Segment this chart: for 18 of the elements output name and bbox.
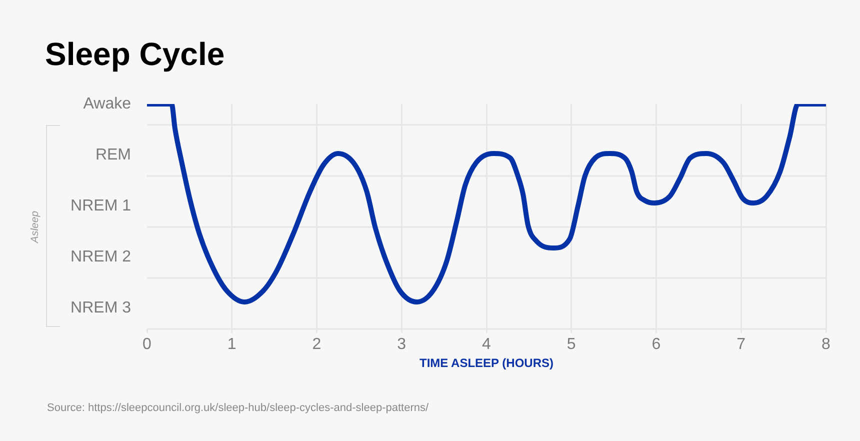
x-tick-label: 3	[397, 336, 406, 354]
text: NREM 1	[70, 197, 132, 214]
text: REM	[95, 146, 131, 164]
text: NREM 3	[70, 299, 132, 316]
x-tick-label: 1	[227, 336, 236, 354]
x-tick-label: 5	[566, 336, 576, 354]
x-tick-label: 0	[142, 336, 152, 354]
x-tick-label: 6	[652, 336, 661, 354]
x-tick-label: 2	[312, 336, 322, 354]
chart-title: Sleep Cycle	[45, 36, 225, 72]
text: NREM 2	[70, 248, 132, 266]
x-tick-label: 8	[822, 336, 831, 354]
text: Awake	[83, 95, 132, 112]
source-note: Source: https://sleepcouncil.org.uk/sleep-hub/sleep-cycles-and-sleep-patterns/	[47, 401, 429, 415]
x-tick-label: 4	[482, 336, 492, 354]
text: Asleep	[28, 210, 41, 244]
x-axis-title: TIME ASLEEP (HOURS)	[419, 356, 554, 370]
x-tick-label: 7	[736, 336, 746, 354]
